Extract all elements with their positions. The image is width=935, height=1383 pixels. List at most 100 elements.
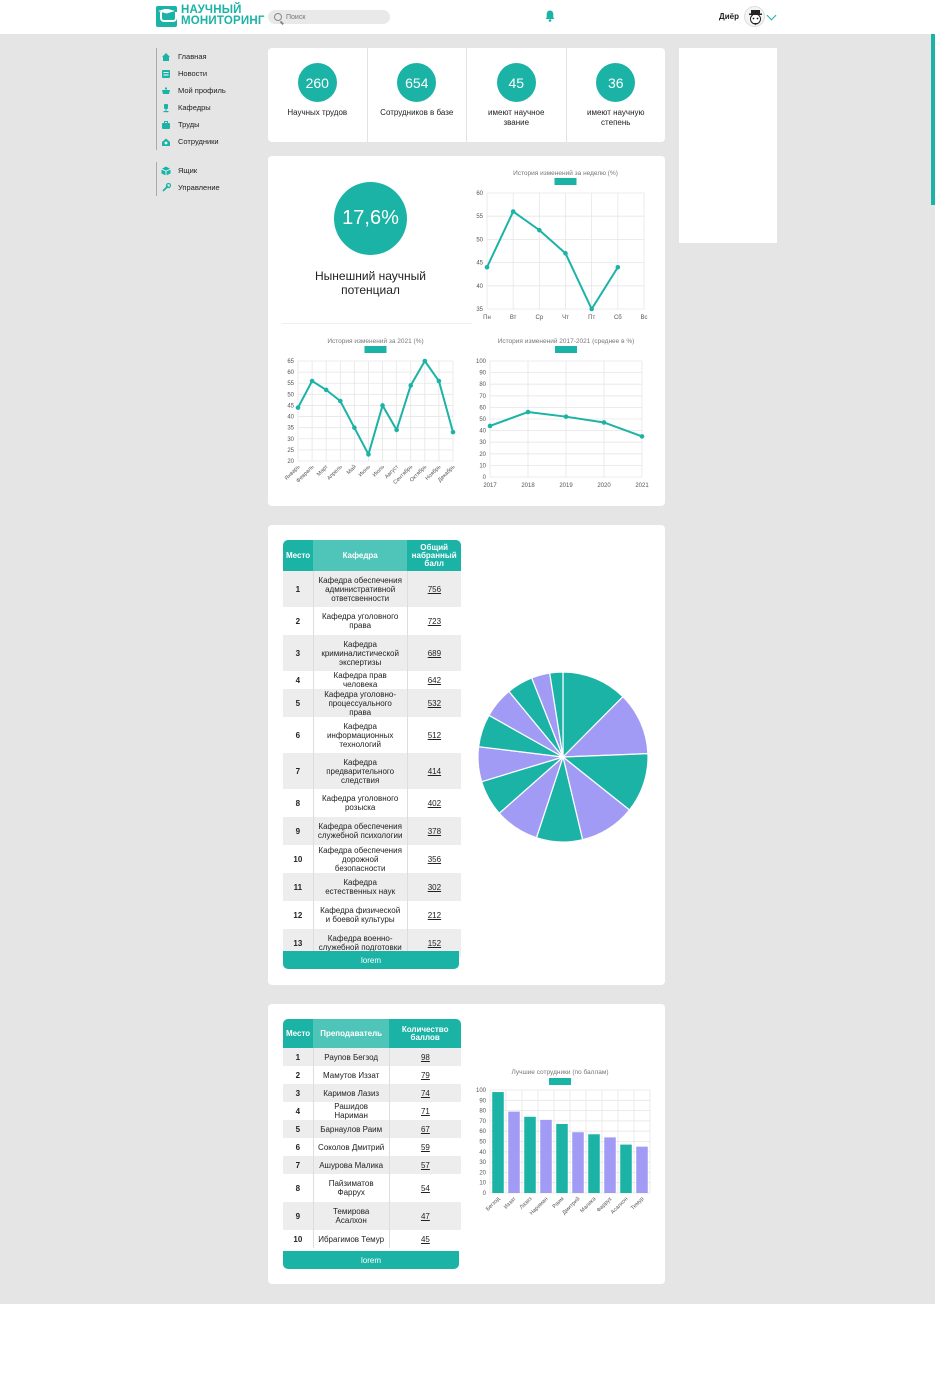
user-name[interactable]: Диёр — [719, 12, 739, 21]
bar[interactable] — [492, 1092, 504, 1193]
legend-swatch[interactable] — [549, 1078, 571, 1085]
cell-score[interactable]: 378 — [407, 817, 462, 845]
graduation-cap-icon — [156, 5, 177, 27]
data-point[interactable] — [639, 434, 645, 439]
pie-slice[interactable] — [562, 671, 624, 759]
cell-score[interactable]: 402 — [407, 789, 462, 817]
app-logo[interactable]: НАУЧНЫЙ МОНИТОРИНГ — [156, 4, 265, 27]
y-tick-label: 50 — [476, 237, 483, 243]
column-header[interactable]: Место — [283, 1019, 314, 1048]
data-point[interactable] — [394, 427, 399, 433]
stat-tile: 654 Сотрудников в базе — [368, 48, 467, 142]
sidebar-item-staff[interactable]: Сотрудники — [161, 133, 266, 150]
data-point[interactable] — [295, 405, 301, 410]
cell-score[interactable]: 79 — [389, 1066, 462, 1084]
teachers-lorem-button[interactable]: lorem — [283, 1251, 459, 1269]
data-point[interactable] — [352, 425, 357, 430]
page-scrollbar[interactable] — [931, 0, 935, 205]
data-point[interactable] — [337, 398, 343, 404]
cell-score[interactable]: 45 — [389, 1230, 462, 1248]
column-header[interactable]: Общий набранный балл — [407, 540, 462, 571]
home-icon — [162, 52, 170, 61]
data-point[interactable] — [380, 403, 385, 408]
sidebar-item-label: Труды — [178, 120, 200, 129]
bar[interactable] — [524, 1116, 536, 1193]
data-point[interactable] — [450, 429, 456, 435]
cell-score[interactable]: 59 — [389, 1138, 462, 1156]
pie-slice[interactable] — [561, 695, 649, 758]
data-point[interactable] — [537, 227, 542, 233]
column-header[interactable]: Место — [283, 540, 314, 571]
cell-score[interactable]: 98 — [389, 1048, 462, 1066]
legend-swatch[interactable] — [555, 346, 577, 353]
sidebar-item-profile[interactable]: Мой профиль — [161, 82, 266, 99]
data-point[interactable] — [589, 306, 594, 312]
bar[interactable] — [620, 1144, 632, 1193]
bar[interactable] — [588, 1134, 600, 1193]
cell-score[interactable]: 532 — [407, 689, 462, 717]
cell-name: Кафедра обеспечения служебной психологии — [312, 817, 408, 845]
cell-score[interactable]: 642 — [407, 671, 462, 689]
data-point[interactable] — [510, 209, 516, 214]
bar[interactable] — [540, 1119, 552, 1193]
bar[interactable] — [636, 1146, 648, 1193]
legend-swatch[interactable] — [554, 178, 577, 185]
sidebar-item-label: Управление — [178, 183, 220, 192]
column-header[interactable]: Количество баллов — [389, 1019, 462, 1048]
chart-title: Лучшие сотрудники (по баллам) — [511, 1068, 608, 1076]
sidebar-item-tools[interactable]: Управление — [161, 179, 266, 196]
cell-score[interactable]: 212 — [407, 901, 462, 929]
data-point[interactable] — [309, 378, 315, 384]
cell-place: 1 — [283, 1048, 314, 1066]
bar[interactable] — [556, 1123, 568, 1193]
table-row: 8 Пайзиматов Фаррух 54 — [283, 1174, 462, 1202]
data-point[interactable] — [484, 264, 490, 270]
bell-icon[interactable] — [545, 10, 555, 22]
sidebar-item-home[interactable]: Главная — [161, 48, 266, 65]
bar[interactable] — [572, 1132, 584, 1193]
data-point[interactable] — [323, 387, 329, 393]
data-point[interactable] — [422, 358, 428, 364]
bar[interactable] — [604, 1137, 616, 1193]
data-point[interactable] — [525, 409, 531, 415]
cell-score[interactable]: 54 — [389, 1174, 462, 1202]
search-input[interactable] — [286, 13, 376, 21]
table-row: 4 Рашидов Нариман 71 — [283, 1102, 462, 1120]
data-point[interactable] — [366, 452, 371, 457]
cell-score[interactable]: 47 — [389, 1202, 462, 1230]
cell-score[interactable]: 356 — [407, 845, 462, 873]
cell-name: Мамутов Иззат — [312, 1066, 390, 1084]
bar[interactable] — [508, 1111, 520, 1193]
cell-score[interactable]: 57 — [389, 1156, 462, 1174]
table-row: 10 Ибрагимов Темур 45 — [283, 1230, 462, 1248]
data-point[interactable] — [408, 383, 414, 388]
avatar[interactable] — [744, 6, 765, 27]
cell-score[interactable]: 689 — [407, 635, 462, 671]
search-box[interactable] — [268, 10, 390, 24]
chevron-down-icon[interactable] — [766, 10, 777, 21]
cell-score[interactable]: 67 — [389, 1120, 462, 1138]
sidebar-item-news[interactable]: Новости — [161, 65, 266, 82]
cell-score[interactable]: 512 — [407, 717, 462, 753]
cell-score[interactable]: 302 — [407, 873, 462, 901]
data-point[interactable] — [601, 420, 607, 425]
cell-score[interactable]: 414 — [407, 753, 462, 789]
cell-score[interactable]: 71 — [389, 1102, 462, 1120]
data-point[interactable] — [615, 264, 621, 270]
data-point[interactable] — [436, 378, 442, 384]
sidebar-item-box[interactable]: Ящик — [161, 162, 266, 179]
cell-score[interactable]: 756 — [407, 571, 462, 607]
legend-swatch[interactable] — [364, 346, 387, 353]
cell-score[interactable]: 74 — [389, 1084, 462, 1102]
data-point[interactable] — [563, 251, 568, 256]
data-point[interactable] — [487, 423, 493, 429]
sidebar-item-works[interactable]: Труды — [161, 116, 266, 133]
cell-score[interactable]: 723 — [407, 607, 462, 635]
departments-lorem-button[interactable]: lorem — [283, 951, 459, 969]
column-header[interactable]: Кафедра — [313, 540, 408, 571]
cell-place: 2 — [283, 1066, 314, 1084]
pie-slice[interactable] — [548, 671, 564, 758]
data-point[interactable] — [563, 414, 569, 419]
sidebar-item-departments[interactable]: Кафедры — [161, 99, 266, 116]
column-header[interactable]: Преподаватель — [313, 1019, 390, 1048]
